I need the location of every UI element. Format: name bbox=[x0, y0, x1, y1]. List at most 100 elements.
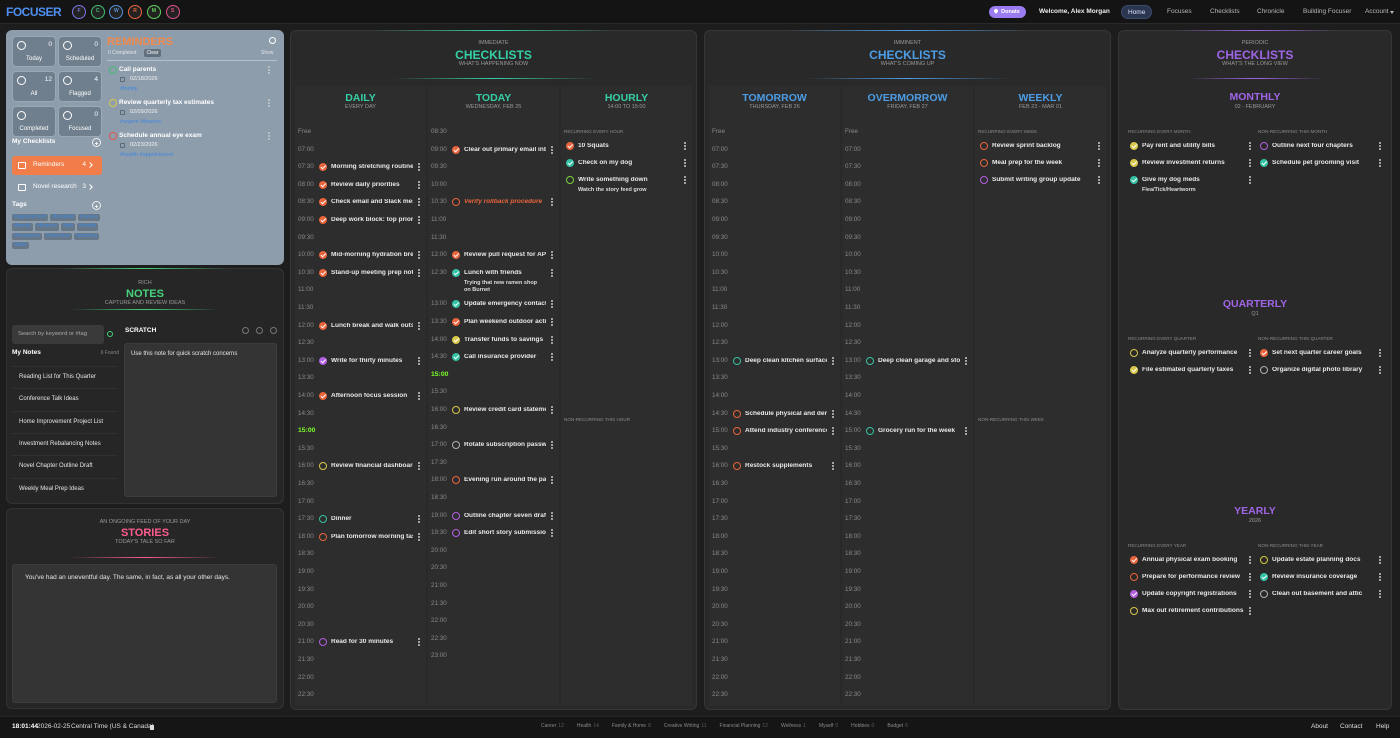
task-checkbox[interactable] bbox=[452, 251, 460, 260]
more-button[interactable] bbox=[551, 321, 553, 323]
logo[interactable]: FOCUSER bbox=[6, 5, 62, 19]
task-checkbox[interactable] bbox=[1130, 366, 1138, 374]
more-button[interactable] bbox=[551, 148, 553, 151]
task-text[interactable]: Review financial dashboard bbox=[331, 463, 413, 470]
more-button[interactable] bbox=[418, 183, 420, 186]
more-button[interactable] bbox=[1249, 352, 1251, 354]
footer-link[interactable]: Help bbox=[1376, 723, 1390, 730]
more-button[interactable] bbox=[832, 465, 834, 468]
task-checkbox[interactable] bbox=[980, 176, 988, 184]
task-checkbox[interactable] bbox=[319, 251, 327, 260]
task-text[interactable]: Transfer funds to savings bbox=[464, 336, 544, 343]
task-checkbox[interactable] bbox=[1130, 142, 1138, 150]
category-chip[interactable]: Myself 0 bbox=[819, 724, 838, 729]
task-checkbox[interactable] bbox=[733, 409, 741, 418]
more-button[interactable] bbox=[268, 102, 270, 104]
task-checkbox[interactable] bbox=[866, 427, 874, 436]
task-checkbox[interactable] bbox=[319, 198, 327, 207]
task-checkbox[interactable] bbox=[1130, 556, 1138, 564]
task-checkbox[interactable] bbox=[452, 511, 460, 520]
more-button[interactable] bbox=[268, 135, 270, 137]
task-checkbox[interactable] bbox=[452, 268, 460, 277]
task-text[interactable]: Deep work block: top priority bbox=[331, 217, 413, 223]
tag-chip[interactable]: #gift bbox=[60, 223, 75, 231]
task-checkbox[interactable] bbox=[319, 321, 327, 330]
task-text[interactable]: Check on my dog bbox=[578, 160, 633, 166]
more-button[interactable] bbox=[832, 359, 834, 362]
reminder-checkbox[interactable] bbox=[109, 99, 117, 107]
focus-badge[interactable]: F bbox=[72, 5, 86, 19]
task-text[interactable]: Update emergency contacts bbox=[464, 301, 546, 308]
more-button[interactable] bbox=[551, 479, 553, 482]
donate-button[interactable]: Donate bbox=[989, 6, 1026, 18]
task-text[interactable]: Give my dog meds bbox=[1142, 177, 1200, 183]
task-checkbox[interactable] bbox=[452, 318, 460, 326]
tag-chip[interactable]: #career bbox=[77, 214, 100, 222]
task-text[interactable]: Grocery run for the week bbox=[878, 428, 955, 435]
more-button[interactable] bbox=[551, 444, 553, 447]
tag-chip[interactable]: #finance bbox=[34, 223, 59, 231]
task-text[interactable]: Max out retirement contributions bbox=[1142, 608, 1244, 614]
task-text[interactable]: Review sprint backlog bbox=[992, 143, 1061, 149]
task-checkbox[interactable] bbox=[1260, 366, 1268, 374]
task-checkbox[interactable] bbox=[319, 638, 327, 647]
task-checkbox[interactable] bbox=[566, 142, 574, 150]
more-button[interactable] bbox=[1379, 576, 1381, 578]
task-text[interactable]: Stand-up meeting prep notes bbox=[331, 269, 413, 276]
task-checkbox[interactable] bbox=[1260, 349, 1268, 357]
more-button[interactable] bbox=[418, 535, 420, 538]
task-checkbox[interactable] bbox=[1260, 590, 1268, 598]
note-item[interactable] bbox=[12, 410, 118, 432]
task-checkbox[interactable] bbox=[733, 462, 741, 471]
task-text[interactable]: Annual physical exam booking bbox=[1142, 557, 1238, 563]
focus-badge[interactable]: W bbox=[109, 5, 124, 19]
task-checkbox[interactable] bbox=[866, 356, 874, 365]
more-button[interactable] bbox=[1249, 179, 1251, 181]
task-text[interactable]: Schedule pet grooming visit bbox=[1272, 160, 1360, 166]
more-button[interactable] bbox=[832, 412, 834, 415]
task-checkbox[interactable] bbox=[319, 462, 327, 471]
more-button[interactable] bbox=[418, 219, 420, 221]
task-text[interactable]: Review credit card statement bbox=[464, 407, 546, 413]
add-button[interactable] bbox=[92, 138, 101, 147]
nav-link[interactable]: Building Focuser bbox=[1303, 8, 1352, 15]
task-text[interactable]: Organize digital photo library bbox=[1272, 367, 1363, 373]
task-text[interactable]: Prepare for performance review bbox=[1142, 574, 1240, 580]
more-button[interactable] bbox=[551, 356, 553, 359]
more-button[interactable] bbox=[832, 430, 834, 433]
task-text[interactable]: Review daily priorities bbox=[331, 181, 400, 188]
reminder-text[interactable]: Review quarterly tax estimates bbox=[119, 99, 215, 106]
add-button[interactable] bbox=[92, 201, 101, 210]
more-button[interactable] bbox=[1249, 576, 1251, 578]
task-checkbox[interactable] bbox=[1130, 573, 1138, 581]
footer-link[interactable]: About bbox=[1311, 723, 1328, 730]
task-text[interactable]: Write for thirty minutes bbox=[331, 357, 403, 364]
task-text[interactable]: Rotate subscription passwords bbox=[464, 442, 546, 449]
more-button[interactable] bbox=[418, 324, 420, 327]
more-button[interactable] bbox=[1249, 369, 1251, 371]
focus-badge[interactable]: R bbox=[128, 5, 143, 19]
task-checkbox[interactable] bbox=[452, 145, 460, 154]
scratch-tool[interactable] bbox=[270, 327, 277, 334]
more-button[interactable] bbox=[418, 518, 420, 521]
clear-button[interactable]: Clear bbox=[144, 49, 161, 57]
task-text[interactable]: Outline chapter seven draft bbox=[464, 512, 546, 519]
task-checkbox[interactable] bbox=[452, 335, 460, 344]
scratch-tool[interactable] bbox=[256, 327, 263, 334]
tag-chip[interactable]: #family bbox=[12, 223, 33, 231]
more-button[interactable] bbox=[965, 430, 967, 433]
tag-chip[interactable]: #insurance bbox=[12, 232, 42, 240]
more-button[interactable] bbox=[1098, 145, 1100, 147]
task-text[interactable]: Lunch break and walk outside bbox=[331, 322, 413, 329]
reminder-text[interactable]: Schedule annual eye exam bbox=[119, 132, 202, 139]
more-button[interactable] bbox=[684, 179, 686, 181]
reminder-text[interactable]: Call parents bbox=[119, 66, 157, 73]
task-text[interactable]: Submit writing group update bbox=[992, 177, 1081, 183]
more-button[interactable] bbox=[1379, 593, 1381, 595]
category-chip[interactable]: Career 12 bbox=[541, 724, 564, 729]
task-text[interactable]: Plan tomorrow morning tasks bbox=[331, 533, 413, 540]
more-button[interactable] bbox=[1379, 559, 1381, 561]
more-button[interactable] bbox=[551, 201, 553, 204]
focus-badge[interactable]: S bbox=[165, 5, 180, 19]
task-checkbox[interactable] bbox=[1130, 159, 1138, 167]
